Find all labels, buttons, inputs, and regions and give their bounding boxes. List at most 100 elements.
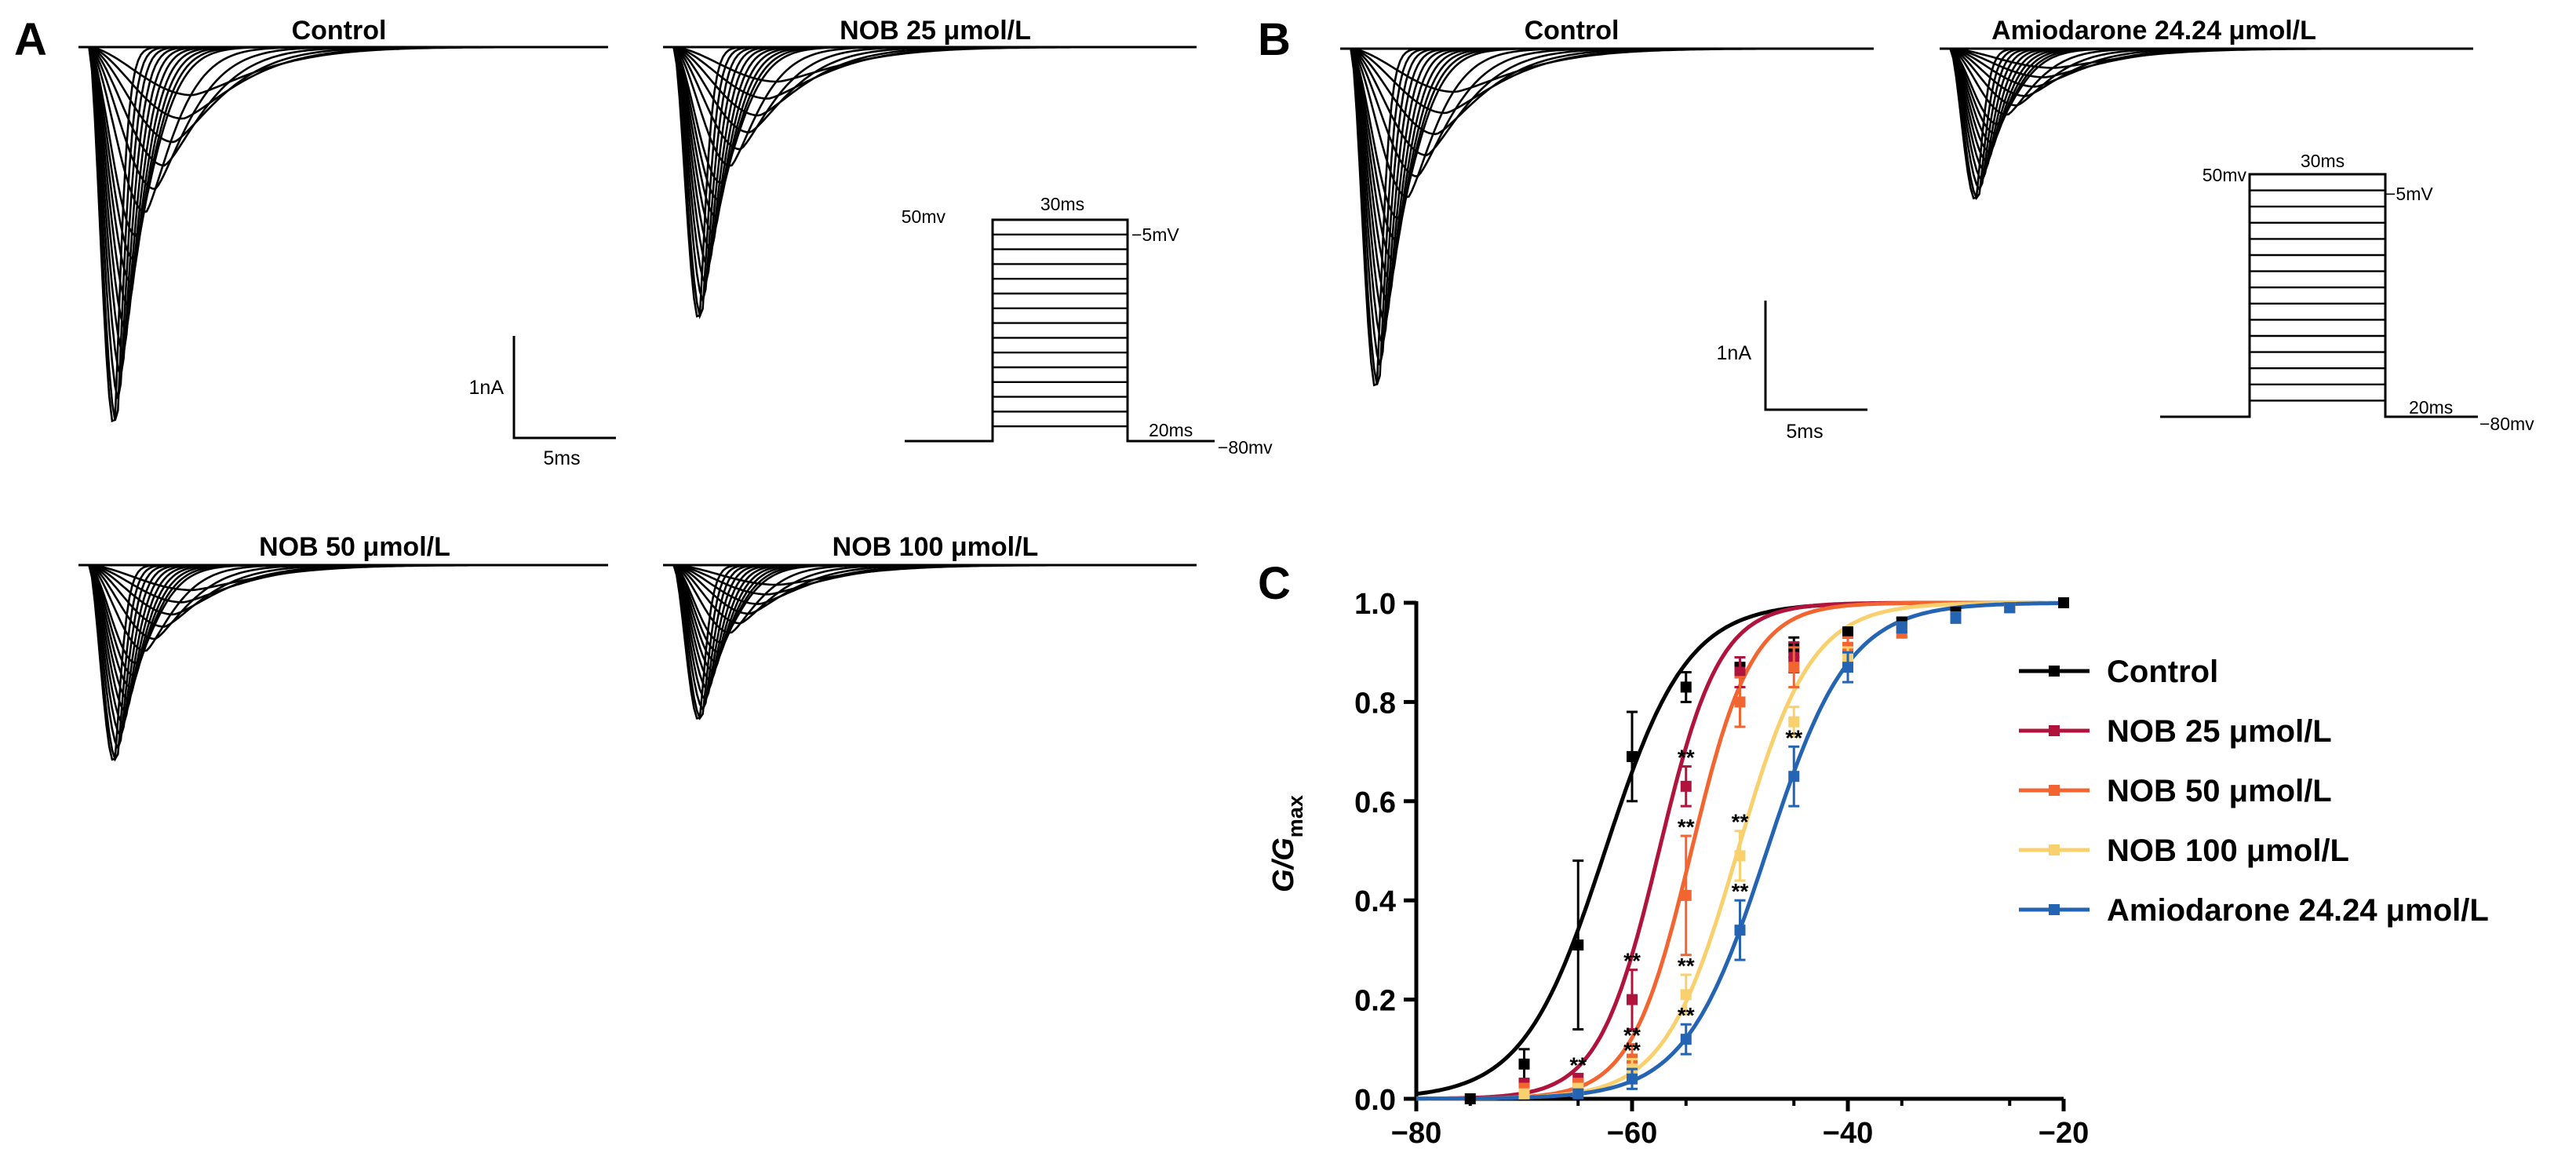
current-trace xyxy=(89,564,608,592)
protocol-outline xyxy=(905,218,1215,443)
protocol-b-hold-label: 50mv xyxy=(2203,165,2247,185)
current-trace xyxy=(1950,47,2473,69)
trace-group-a-nob100 xyxy=(663,564,1197,720)
trace-title-a-nob100: NOB 100 μmol/L xyxy=(833,532,1039,562)
data-point xyxy=(1680,1034,1692,1045)
scale-bar-a: 1nA 5ms xyxy=(469,336,616,469)
data-point xyxy=(2004,602,2016,614)
protocol-b-lines xyxy=(2160,173,2478,418)
data-point xyxy=(1572,1088,1584,1100)
protocol-a-bottom-label: −80mv xyxy=(1218,437,1273,458)
data-point xyxy=(1518,1088,1530,1100)
protocol-a-lines xyxy=(905,218,1215,443)
current-trace xyxy=(88,46,608,421)
significance-marker: ** xyxy=(1732,810,1749,834)
scale-bar-b-time-label: 5ms xyxy=(1786,421,1823,443)
data-point xyxy=(1518,1058,1530,1070)
y-axis-title-sub: max xyxy=(1284,795,1307,837)
legend-label: Control xyxy=(2107,655,2218,689)
current-trace xyxy=(88,564,608,652)
x-tick-label: −60 xyxy=(1607,1117,1657,1150)
data-point xyxy=(1680,681,1692,693)
trace-group-b-amiodarone xyxy=(1940,47,2473,200)
significance-marker: ** xyxy=(1732,879,1749,903)
significance-marker: ** xyxy=(1569,1052,1587,1077)
x-tick-label: −80 xyxy=(1391,1117,1441,1150)
trace-group-a-nob25 xyxy=(663,46,1197,319)
protocol-a-hold-label: 50mv xyxy=(902,206,946,227)
legend-label: NOB 25 μmol/L xyxy=(2107,714,2332,749)
current-trace xyxy=(88,46,608,399)
current-trace xyxy=(672,46,1197,319)
significance-marker: ** xyxy=(1678,815,1695,839)
data-point xyxy=(1572,939,1584,951)
data-point xyxy=(1842,626,1853,638)
legend-marker xyxy=(2049,904,2060,915)
data-point xyxy=(1734,696,1746,708)
data-point xyxy=(1788,662,1800,673)
data-point xyxy=(1464,1093,1476,1104)
x-tick-label: −40 xyxy=(1823,1117,1873,1150)
trace-title-a-nob50: NOB 50 μmol/L xyxy=(259,532,450,562)
data-point xyxy=(1627,1073,1638,1085)
legend-label: NOB 50 μmol/L xyxy=(2107,774,2332,808)
protocol-outline xyxy=(2160,173,2478,418)
data-point xyxy=(1627,994,1638,1005)
current-trace xyxy=(88,46,608,423)
trace-title-b-control: Control xyxy=(1525,16,1620,46)
current-trace xyxy=(673,46,1197,83)
legend-label: Amiodarone 24.24 μmol/L xyxy=(2107,893,2489,928)
significance-marker: ** xyxy=(1623,949,1641,973)
chart-points: ********************** xyxy=(1464,597,2069,1104)
current-trace xyxy=(1350,47,1874,385)
y-tick-label: 0.6 xyxy=(1354,786,1396,819)
data-point xyxy=(1627,750,1638,762)
current-trace xyxy=(1949,47,2473,154)
data-point xyxy=(1680,989,1692,1001)
protocol-b-top-label: −5mV xyxy=(2385,184,2433,204)
data-point xyxy=(1896,622,1907,633)
panel-label-b: B xyxy=(1258,14,1291,65)
current-trace xyxy=(672,564,1197,720)
scale-bar-a-lines xyxy=(512,336,616,440)
current-trace xyxy=(672,46,1197,167)
data-point xyxy=(1788,771,1800,782)
data-point xyxy=(1788,716,1800,728)
trace-title-b-amiodarone: Amiodarone 24.24 μmol/L xyxy=(1991,16,2316,46)
legend-marker xyxy=(2049,845,2060,855)
y-axis-title-main: G/G xyxy=(1267,837,1300,892)
trace-title-a-control: Control xyxy=(292,16,387,46)
data-point xyxy=(1734,666,1746,678)
significance-marker: ** xyxy=(1678,954,1695,978)
conductance-chart: 0.00.20.40.60.81.0−80 −60 −40 −20 *********… xyxy=(1267,588,2489,1150)
protocol-b-bottom-label: −80mv xyxy=(2479,414,2534,434)
data-point xyxy=(1734,925,1746,936)
y-tick-label: 0.4 xyxy=(1354,885,1396,918)
protocol-b-step-label: 30ms xyxy=(2301,151,2345,171)
x-tick-label: −20 xyxy=(2039,1117,2089,1150)
y-tick-label: 0.0 xyxy=(1354,1084,1396,1117)
current-trace xyxy=(88,564,608,761)
current-trace xyxy=(672,564,1197,720)
voltage-protocol-b: 50mv 30ms −5mV 20ms −80mv xyxy=(2160,151,2534,434)
current-trace xyxy=(1950,47,2473,116)
y-tick-label: 0.8 xyxy=(1354,687,1396,720)
chart-axes: 0.0 0.2 0.4 0.6 0.8 1.0 −80 −60 −40 −20 xyxy=(1354,588,2089,1150)
significance-marker: ** xyxy=(1785,725,1802,750)
current-trace xyxy=(672,564,1197,712)
current-trace xyxy=(1350,47,1874,93)
current-trace xyxy=(89,46,608,97)
current-trace xyxy=(88,564,608,751)
data-point xyxy=(1950,611,1962,623)
trace-title-a-nob25: NOB 25 μmol/L xyxy=(840,16,1031,46)
panel-label-c: C xyxy=(1258,558,1291,609)
current-trace xyxy=(88,46,608,213)
data-point xyxy=(2058,597,2069,608)
significance-marker: ** xyxy=(1623,1023,1641,1047)
y-axis-title: G/Gmax xyxy=(1267,795,1307,892)
current-trace xyxy=(88,564,608,701)
significance-marker: ** xyxy=(1678,746,1695,770)
scale-bar-b-current-label: 1nA xyxy=(1717,342,1752,364)
current-trace xyxy=(1350,47,1874,366)
legend-marker xyxy=(2049,666,2060,677)
